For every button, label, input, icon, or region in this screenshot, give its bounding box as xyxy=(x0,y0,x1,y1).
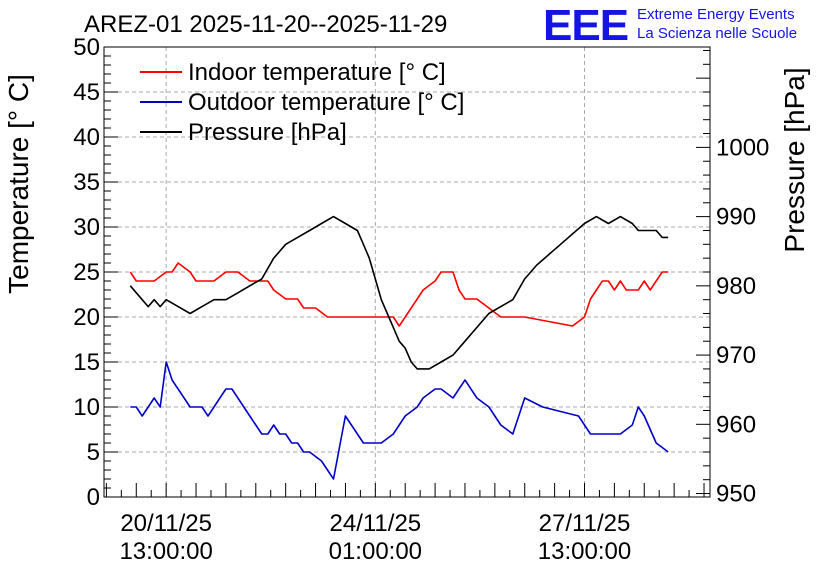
x-tick-label-date: 20/11/25 xyxy=(120,510,212,537)
y-tick-label: 40 xyxy=(73,124,100,151)
axes xyxy=(103,46,711,498)
x-tick-label-date: 27/11/25 xyxy=(539,510,631,537)
y2-tick-label: 980 xyxy=(716,273,756,300)
tick-labels: 0 5 10 15 20 25 30 35 40 45 50 950 960 970 980 990 1000 2… xyxy=(73,34,769,565)
legend-label-pressure: Pressure [hPa] xyxy=(188,119,347,146)
y-tick-label: 20 xyxy=(73,304,100,331)
series-line-2 xyxy=(129,215,669,370)
y-tick-label: 25 xyxy=(73,259,100,286)
chart-title: AREZ-01 2025-11-20--2025-11-29 xyxy=(84,11,447,38)
y2-axis-label: Pressure [hPa] xyxy=(779,67,810,252)
series-line-0 xyxy=(129,262,669,327)
logo-line-2: La Scienza nelle Scuole xyxy=(637,25,797,42)
series-line-1 xyxy=(130,361,669,480)
y-tick-label: 15 xyxy=(73,349,100,376)
x-tick-label-date: 24/11/25 xyxy=(330,510,422,537)
eee-logo: EEE Extreme Energy Events La Scienza nel… xyxy=(543,1,797,50)
y2-tick-label: 950 xyxy=(716,481,756,508)
x-tick-label-time: 13:00:00 xyxy=(119,538,212,565)
logo-mark: EEE xyxy=(543,1,628,50)
y-tick-label: 10 xyxy=(73,394,100,421)
x-tick-label-time: 01:00:00 xyxy=(329,538,422,565)
y2-tick-label: 990 xyxy=(716,204,756,231)
y2-tick-label: 960 xyxy=(716,411,756,438)
legend-label-indoor: Indoor temperature [° C] xyxy=(188,59,446,86)
y-tick-label: 35 xyxy=(73,169,100,196)
y-tick-label: 30 xyxy=(73,214,100,241)
y-tick-label: 50 xyxy=(73,34,100,61)
series-layer xyxy=(129,215,669,480)
y-tick-label: 45 xyxy=(73,79,100,106)
legend-label-outdoor: Outdoor temperature [° C] xyxy=(188,89,464,116)
y-axis-label: Temperature [° C] xyxy=(3,74,34,294)
gridlines xyxy=(104,47,710,497)
logo-line-1: Extreme Energy Events xyxy=(637,6,795,23)
y2-tick-label: 970 xyxy=(716,342,756,369)
y-tick-label: 5 xyxy=(87,439,100,466)
legend: Indoor temperature [° C] Outdoor tempera… xyxy=(140,59,464,146)
y2-tick-label: 1000 xyxy=(716,134,769,161)
x-tick-label-time: 13:00:00 xyxy=(538,538,631,565)
y-tick-label: 0 xyxy=(87,484,100,511)
